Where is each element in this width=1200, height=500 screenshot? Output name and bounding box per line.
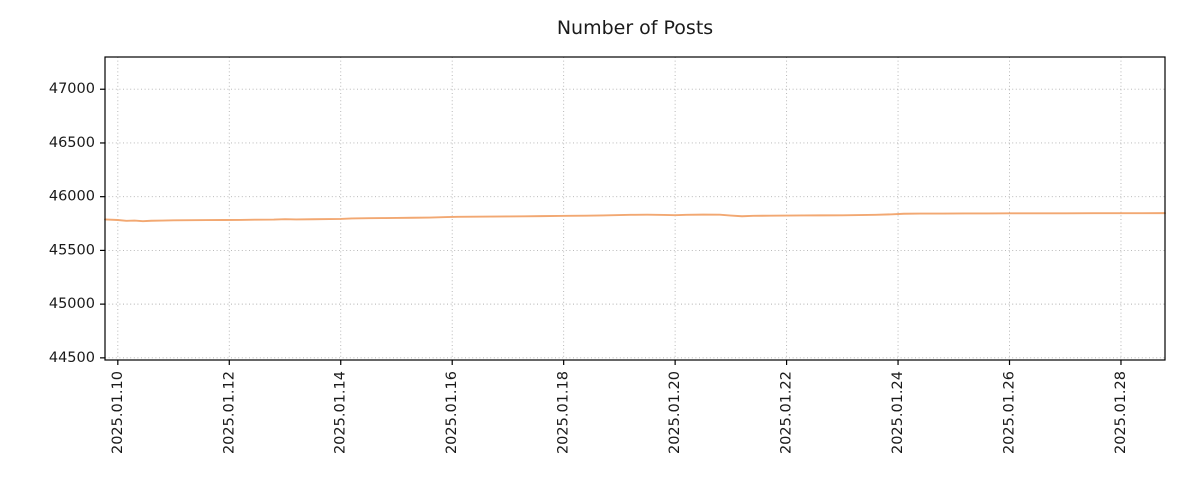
x-tick-label: 2025.01.10 [110, 371, 126, 454]
chart-title: Number of Posts [556, 17, 714, 39]
x-tick-label: 2025.01.26 [1002, 371, 1018, 454]
x-tick-label: 2025.01.18 [556, 371, 572, 454]
x-tick-label: 2025.01.20 [667, 371, 683, 454]
y-tick-label: 45000 [49, 296, 95, 312]
x-tick-label: 2025.01.28 [1113, 371, 1129, 454]
y-tick-label: 47000 [49, 81, 95, 97]
data-line-number-of-posts [104, 212, 1166, 223]
y-tick-label: 46500 [49, 135, 95, 151]
x-tick-label: 2025.01.12 [221, 371, 237, 454]
y-tick-label: 46000 [49, 189, 95, 205]
x-tick-label: 2025.01.22 [779, 371, 795, 454]
plot-border [104, 56, 1166, 361]
x-tick-label: 2025.01.16 [444, 371, 460, 454]
x-tick-label: 2025.01.24 [890, 371, 906, 454]
x-tick-label: 2025.01.14 [333, 371, 349, 454]
y-tick-label: 45500 [49, 242, 95, 258]
y-tick-label: 44500 [49, 350, 95, 366]
